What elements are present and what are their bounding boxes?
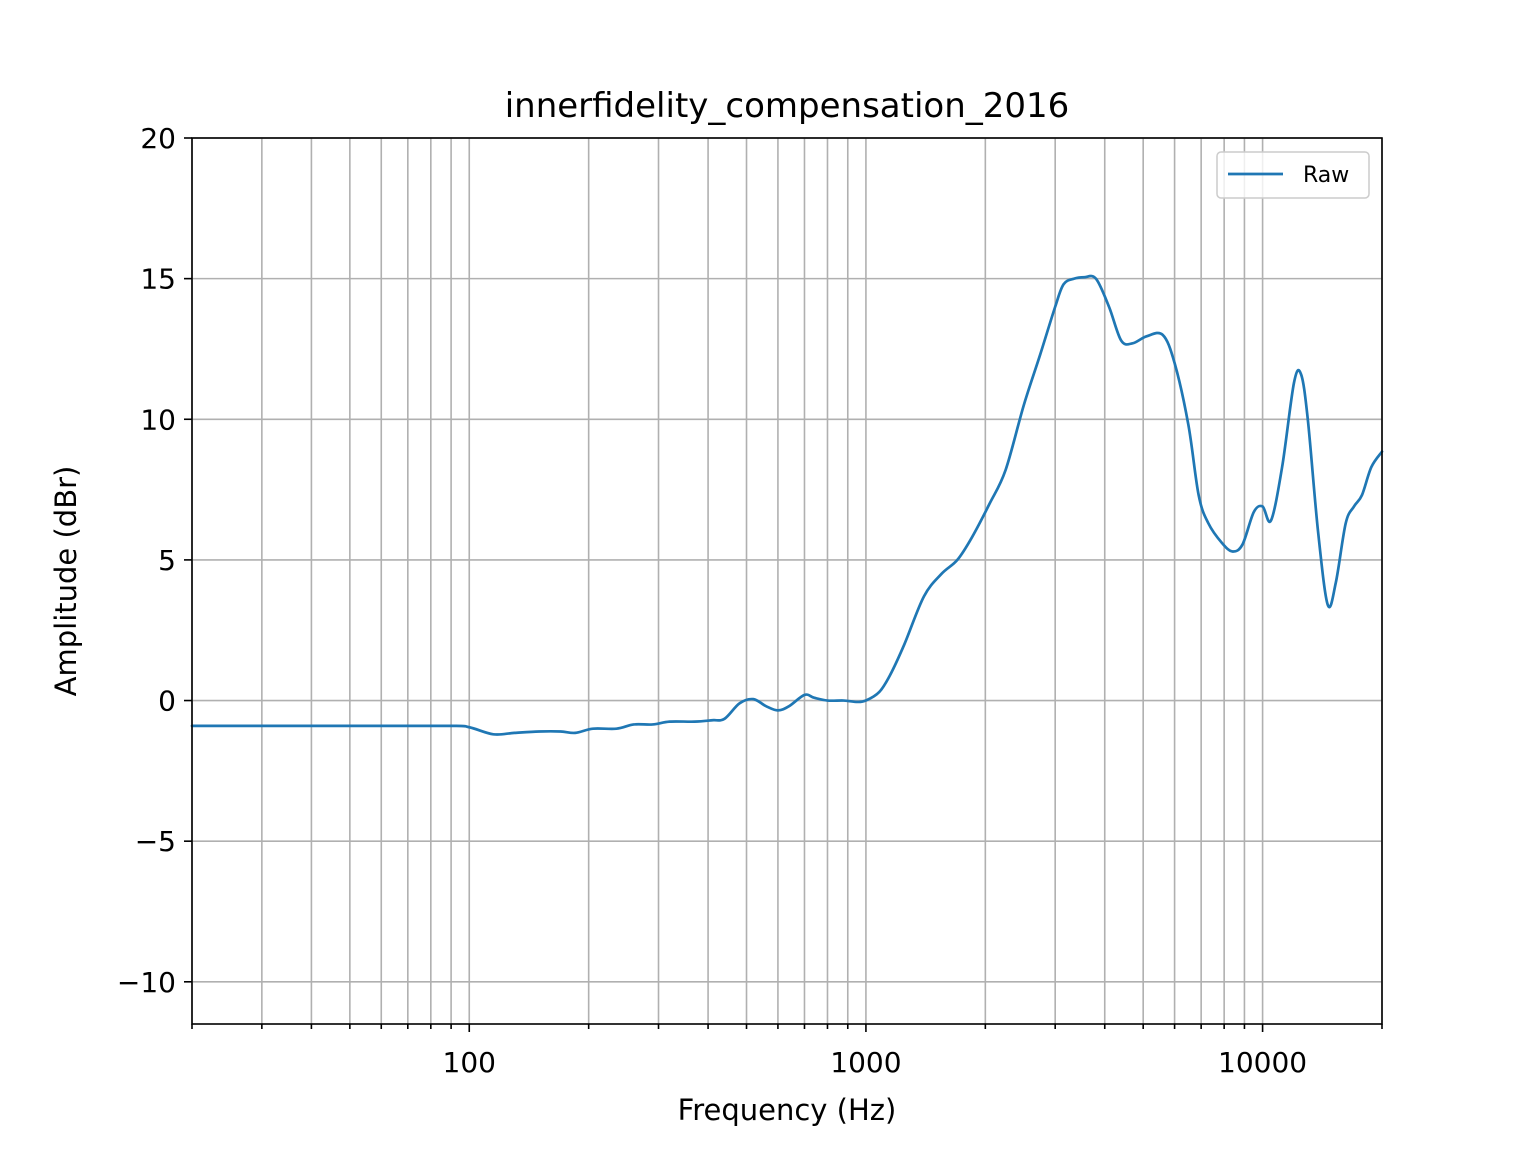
y-tick-label-3: 5 bbox=[158, 544, 176, 577]
legend-box bbox=[1216, 151, 1370, 199]
legend: Raw bbox=[1216, 151, 1370, 199]
plot-frame bbox=[191, 137, 1383, 1025]
x-tick-label-10000: 10000 bbox=[1218, 1046, 1307, 1079]
plot-area: 100 1000 10000 −10 −5 0 5 10 15 20 bbox=[117, 122, 1384, 1079]
x-tick-label-1000: 1000 bbox=[830, 1046, 901, 1079]
tick-layer: 100 1000 10000 −10 −5 0 5 10 15 20 bbox=[117, 122, 1383, 1079]
y-tick-label-0: −10 bbox=[117, 966, 176, 999]
y-axis-label: Amplitude (dBr) bbox=[49, 466, 83, 697]
plot-background bbox=[192, 138, 1382, 1024]
legend-label-raw: Raw bbox=[1303, 163, 1349, 188]
y-tick-label-1: −5 bbox=[135, 825, 176, 858]
y-tick-label-4: 10 bbox=[140, 403, 176, 436]
y-tick-label-5: 15 bbox=[140, 263, 176, 296]
y-tick-label-2: 0 bbox=[158, 685, 176, 718]
y-tick-label-6: 20 bbox=[140, 122, 176, 155]
x-tick-label-100: 100 bbox=[443, 1046, 496, 1079]
chart-title: innerfidelity_compensation_2016 bbox=[505, 86, 1070, 126]
x-axis-label: Frequency (Hz) bbox=[678, 1093, 897, 1127]
series-line-raw bbox=[190, 274, 1384, 736]
